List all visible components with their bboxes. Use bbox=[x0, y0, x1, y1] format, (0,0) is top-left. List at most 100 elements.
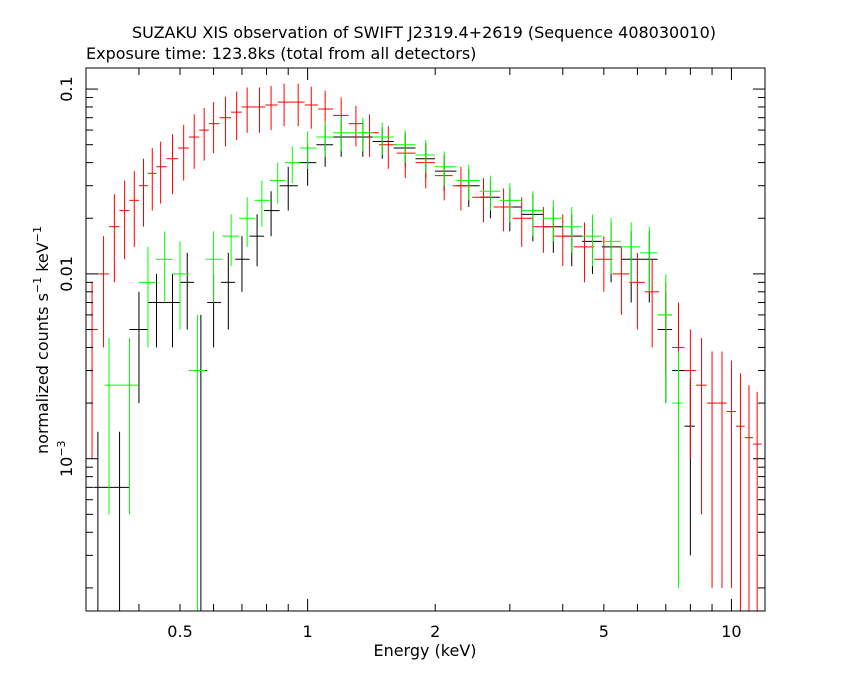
x-axis-label: Energy (keV) bbox=[373, 641, 476, 660]
x-tick-label: 10 bbox=[721, 622, 741, 641]
data-point bbox=[657, 291, 673, 404]
data-point bbox=[456, 168, 480, 208]
data-point bbox=[500, 183, 522, 223]
x-tick-label: 1 bbox=[303, 622, 313, 641]
data-point bbox=[532, 207, 554, 253]
data-point bbox=[582, 218, 602, 274]
data-point bbox=[672, 351, 683, 588]
data-point bbox=[553, 214, 574, 267]
data-point bbox=[241, 87, 254, 133]
data-point bbox=[601, 218, 622, 274]
data-point bbox=[644, 259, 659, 348]
x-tick-label: 2 bbox=[430, 622, 440, 641]
data-point bbox=[573, 222, 595, 283]
data-point bbox=[138, 158, 148, 227]
data-point bbox=[108, 431, 130, 611]
data-point bbox=[166, 134, 179, 195]
data-point bbox=[393, 130, 416, 163]
data-point bbox=[316, 121, 334, 157]
data-point bbox=[129, 291, 148, 404]
data-point bbox=[119, 337, 139, 515]
data-point bbox=[222, 214, 240, 267]
data-point bbox=[93, 431, 109, 611]
data-point bbox=[249, 214, 265, 267]
data-point bbox=[684, 378, 695, 556]
data-point bbox=[239, 197, 255, 247]
data-point bbox=[582, 214, 602, 267]
data-point bbox=[172, 241, 189, 330]
series-0 bbox=[93, 121, 695, 611]
data-point bbox=[304, 86, 319, 129]
data-point bbox=[415, 143, 435, 179]
data-point bbox=[291, 83, 305, 127]
data-point bbox=[521, 191, 544, 237]
data-point bbox=[208, 102, 220, 154]
data-point bbox=[372, 127, 394, 159]
data-point bbox=[156, 141, 167, 204]
data-point bbox=[231, 91, 242, 141]
data-point bbox=[362, 114, 379, 157]
series-2 bbox=[104, 117, 683, 611]
data-point bbox=[147, 147, 157, 211]
data-point bbox=[543, 200, 563, 242]
data-point bbox=[753, 391, 762, 611]
data-point bbox=[194, 314, 208, 611]
data-point bbox=[452, 166, 473, 211]
y-tick-label: 0.01 bbox=[57, 256, 76, 292]
data-point bbox=[629, 252, 645, 330]
data-point bbox=[179, 252, 195, 330]
data-point bbox=[512, 197, 533, 247]
data-point bbox=[479, 180, 501, 219]
data-point bbox=[393, 132, 416, 167]
data-point bbox=[333, 121, 353, 157]
data-point bbox=[277, 83, 292, 127]
data-point bbox=[348, 105, 363, 147]
data-point bbox=[104, 337, 120, 515]
data-point bbox=[706, 351, 718, 588]
data-point bbox=[352, 117, 373, 152]
data-point bbox=[318, 90, 334, 133]
data-point bbox=[562, 214, 583, 267]
data-point bbox=[479, 175, 501, 211]
data-point bbox=[726, 360, 736, 588]
data-point bbox=[640, 226, 658, 292]
data-point bbox=[207, 273, 221, 348]
data-point bbox=[235, 236, 250, 292]
data-point bbox=[129, 171, 139, 247]
data-point bbox=[178, 124, 189, 181]
data-point bbox=[279, 166, 298, 211]
data-point bbox=[147, 273, 165, 348]
data-point bbox=[220, 252, 236, 330]
data-point bbox=[138, 246, 157, 348]
axis-ticks: 0.5 1 2 5 10 0.1 0.01 10−3 bbox=[55, 68, 765, 641]
data-point bbox=[415, 143, 435, 189]
data-point bbox=[657, 273, 673, 404]
data-point bbox=[254, 180, 270, 227]
x-tick-label: 5 bbox=[599, 622, 609, 641]
data-point bbox=[695, 337, 707, 515]
data-point bbox=[284, 146, 300, 184]
data-point bbox=[265, 85, 278, 131]
data-point bbox=[299, 131, 317, 169]
data-point bbox=[219, 96, 232, 147]
data-point bbox=[621, 222, 641, 283]
data-point bbox=[543, 207, 563, 253]
y-axis-label: normalized counts s−1 keV−1 bbox=[31, 226, 52, 454]
data-point bbox=[415, 140, 435, 174]
plot-data bbox=[87, 83, 762, 611]
data-point bbox=[735, 373, 745, 611]
data-point bbox=[156, 231, 173, 303]
series-1 bbox=[87, 83, 762, 611]
data-point bbox=[164, 273, 180, 348]
data-point bbox=[396, 134, 416, 179]
x-tick-label: 0.5 bbox=[167, 622, 192, 641]
data-point bbox=[253, 87, 266, 133]
data-point bbox=[205, 231, 223, 303]
data-point bbox=[333, 117, 353, 152]
data-point bbox=[97, 236, 109, 348]
data-point bbox=[269, 162, 285, 204]
data-point bbox=[456, 164, 480, 201]
plot-frame bbox=[85, 67, 766, 612]
data-point bbox=[612, 246, 630, 315]
